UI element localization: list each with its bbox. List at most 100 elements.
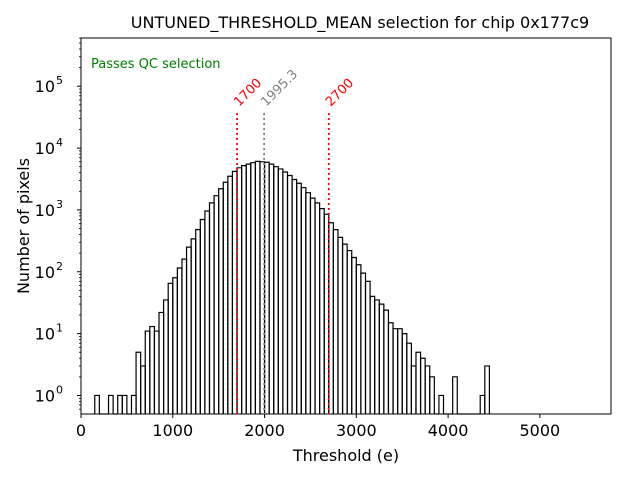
histogram-bin: [286, 174, 293, 414]
histogram-bin: [309, 197, 316, 414]
histogram-bin: [107, 394, 114, 414]
histogram-bin: [314, 202, 321, 414]
y-axis-label: Number of pixels: [14, 158, 33, 294]
y-tick-label: 10: [35, 325, 55, 344]
histogram-bin: [337, 236, 344, 414]
x-axis-label: Threshold (e): [292, 446, 399, 465]
y-tick-label: 10: [35, 263, 55, 282]
histogram-bin: [291, 178, 298, 414]
histogram-bin: [254, 160, 261, 414]
histogram-bin: [199, 218, 206, 414]
histogram-bin: [296, 182, 302, 414]
histogram-bin: [213, 195, 220, 414]
x-tick-label: 0: [76, 421, 86, 440]
histogram-bin: [204, 210, 211, 414]
histogram-bin: [383, 309, 390, 414]
y-tick-exponent: 0: [56, 383, 63, 396]
histogram-bin: [277, 168, 284, 414]
histogram-bin: [140, 365, 146, 414]
histogram-bin: [479, 394, 486, 414]
histogram-bin: [364, 280, 371, 414]
histogram-bin: [438, 394, 445, 414]
histogram-bin: [429, 376, 435, 414]
plot-area: [94, 160, 490, 415]
y-tick-exponent: 2: [56, 260, 63, 273]
y-tick-exponent: 3: [56, 198, 63, 211]
histogram-bin: [185, 246, 192, 414]
x-tick-label: 2000: [244, 421, 285, 440]
histogram-bin: [121, 394, 128, 414]
axes-frame: [80, 37, 612, 415]
histogram-bin: [319, 208, 325, 414]
histogram-bin: [415, 351, 422, 414]
histogram-bin: [392, 328, 399, 414]
y-tick-label: 10: [35, 139, 55, 158]
histogram-bin: [378, 303, 385, 414]
histogram-bin: [162, 299, 169, 414]
histogram-bin: [227, 175, 234, 414]
histogram-bin: [332, 229, 339, 414]
histogram-bin: [406, 342, 412, 414]
y-tick-exponent: 4: [56, 136, 63, 149]
histogram-bin: [263, 161, 270, 414]
histogram-bin: [268, 163, 275, 414]
histogram-bin: [250, 162, 256, 414]
x-tick-label: 5000: [520, 421, 561, 440]
chart-title: UNTUNED_THRESHOLD_MEAN selection for chi…: [131, 13, 589, 33]
histogram-bin: [130, 394, 137, 414]
histogram-bin: [208, 202, 215, 414]
histogram-bin: [181, 258, 188, 414]
y-tick-exponent: 1: [56, 322, 63, 335]
histogram-bin: [167, 282, 174, 414]
histogram-bin: [387, 322, 394, 414]
histogram-bin: [341, 243, 348, 414]
histogram-bin: [355, 264, 362, 414]
histogram-bin: [94, 394, 100, 414]
histogram-bin: [158, 311, 165, 414]
histogram-bin: [190, 238, 197, 414]
histogram-bin: [401, 333, 408, 414]
histogram-bin: [135, 351, 142, 414]
histogram-bin: [117, 394, 123, 414]
histogram-bin: [273, 166, 279, 414]
histogram-bin: [218, 188, 224, 414]
y-tick-label: 10: [35, 386, 55, 405]
histogram-bin: [300, 186, 307, 414]
x-axis: 0 1000 2000 3000 4000 5000: [76, 414, 560, 440]
histogram-bin: [149, 325, 156, 414]
histogram-bin: [419, 357, 426, 414]
histogram-bin: [241, 165, 247, 414]
x-tick-label: 1000: [152, 421, 193, 440]
histogram-bin: [484, 365, 490, 414]
threshold-label: 1995.3: [258, 67, 301, 110]
histogram-bin: [176, 267, 183, 414]
histogram-bin: [397, 328, 403, 414]
y-tick-exponent: 5: [56, 74, 63, 87]
histogram-bin: [222, 181, 229, 414]
histogram-bin: [195, 229, 201, 414]
histogram-bin: [172, 277, 178, 414]
histogram-bin: [452, 376, 458, 414]
histogram-bin: [245, 163, 252, 414]
histogram-bin: [360, 272, 367, 414]
y-tick-label: 10: [35, 201, 55, 220]
histogram-bin: [346, 249, 353, 414]
histogram-bin: [351, 256, 357, 414]
histogram-bin: [144, 330, 151, 414]
qc-annotation: Passes QC selection: [91, 57, 221, 72]
x-tick-label: 4000: [428, 421, 469, 440]
threshold-label: 1700: [231, 76, 265, 110]
x-tick-label: 3000: [336, 421, 377, 440]
histogram-bin: [282, 171, 289, 414]
y-tick-label: 10: [35, 77, 55, 96]
histogram-bin: [231, 170, 238, 414]
histogram-bin: [424, 365, 431, 414]
histogram-bin: [369, 295, 376, 414]
histogram-bin: [305, 192, 312, 414]
threshold-label: 2700: [323, 76, 357, 110]
histogram-bin: [410, 365, 417, 414]
histogram-bin: [374, 299, 380, 414]
histogram-bin: [153, 330, 160, 414]
